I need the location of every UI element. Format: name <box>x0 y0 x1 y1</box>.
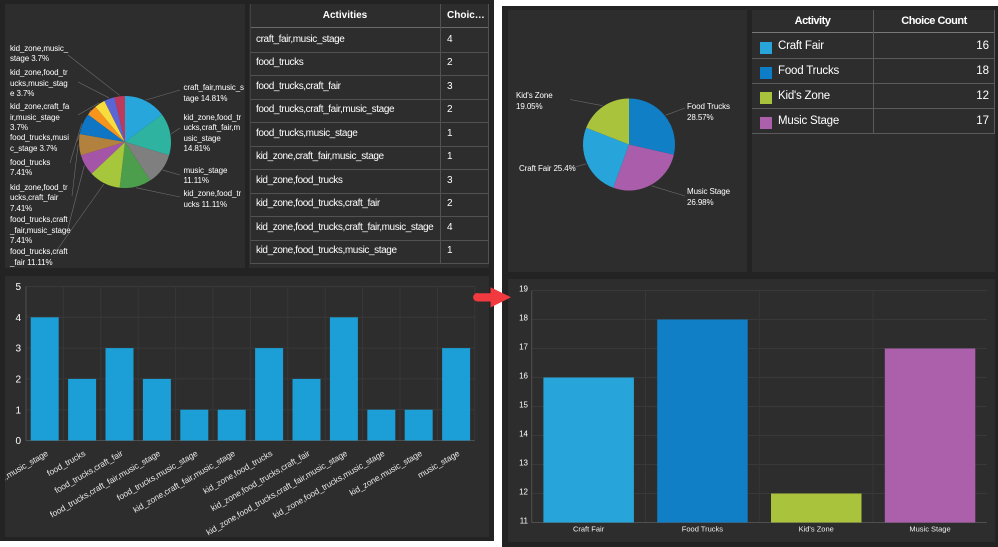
svg-text:3: 3 <box>15 344 21 355</box>
svg-text:5: 5 <box>15 282 21 293</box>
svg-text:2: 2 <box>15 375 21 386</box>
svg-text:Kid's Zone: Kid's Zone <box>799 524 834 533</box>
svg-text:18: 18 <box>519 313 528 322</box>
svg-text:19: 19 <box>519 284 528 293</box>
svg-text:music_stage: music_stage <box>416 448 462 480</box>
svg-text:14: 14 <box>519 429 528 438</box>
svg-text:Food Trucks: Food Trucks <box>682 524 724 533</box>
svg-text:16: 16 <box>519 371 528 380</box>
svg-text:craft_fair,music_stage: craft_fair,music_stage <box>5 448 50 497</box>
svg-text:17: 17 <box>519 342 528 351</box>
svg-text:11: 11 <box>520 516 529 525</box>
svg-text:13: 13 <box>519 458 528 467</box>
svg-text:Craft Fair: Craft Fair <box>573 524 605 533</box>
svg-text:kid_zone,music_stage: kid_zone,music_stage <box>348 448 424 498</box>
svg-text:12: 12 <box>519 487 528 496</box>
svg-text:Music Stage: Music Stage <box>909 524 950 533</box>
svg-text:0: 0 <box>15 436 21 447</box>
svg-text:1: 1 <box>15 405 21 416</box>
svg-text:15: 15 <box>519 400 528 409</box>
svg-text:4: 4 <box>15 313 21 324</box>
